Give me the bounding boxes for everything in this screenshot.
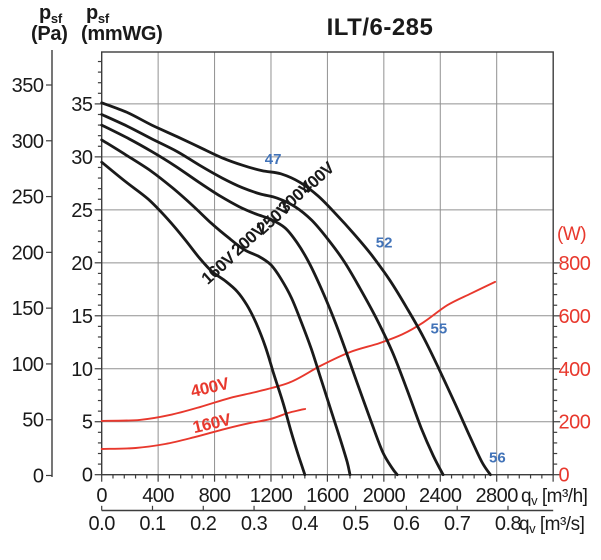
flow-m3h-tick-label: 2000: [363, 485, 406, 507]
mmwg-tick-label: 10: [71, 359, 93, 381]
pa-axis-header: psf: [39, 2, 63, 26]
pa-tick-label: 300: [12, 131, 44, 153]
flow-m3s-tick-label: 0.4: [292, 513, 319, 535]
flow-m3h-tick-label: 0: [96, 485, 107, 507]
pa-tick-label: 150: [12, 298, 44, 320]
flow-m3s-tick-label: 0.0: [89, 513, 116, 535]
flow-m3s-tick-label: 0.5: [342, 513, 369, 535]
fan-curve-400V: [100, 101, 492, 477]
power-curve-400V: [100, 280, 497, 422]
pa-tick-label: 250: [12, 187, 44, 209]
flow-axis-unit-m3s: qv [m³/s]: [519, 514, 584, 536]
flow-m3s-tick-label: 0.7: [444, 513, 471, 535]
pa-tick-label: 50: [22, 410, 44, 432]
flow-m3s-tick-label: 0.6: [393, 513, 420, 535]
axis-ticks: [46, 60, 561, 511]
pa-tick-label: 200: [12, 242, 44, 264]
watt-tick-label: 0: [559, 465, 570, 487]
axis-tick-labels: 0510152025303505010015020025030035002004…: [12, 75, 592, 535]
watt-tick-label: 400: [559, 359, 591, 381]
flow-m3h-tick-label: 800: [199, 485, 231, 507]
noise-level-label: 47: [265, 151, 282, 168]
power-curve-160V: [100, 408, 307, 450]
mmwg-tick-label: 15: [71, 306, 93, 328]
mmwg-tick-label: 35: [71, 94, 93, 116]
flow-m3s-tick-label: 0.2: [190, 513, 217, 535]
flow-m3h-tick-label: 1200: [250, 485, 293, 507]
fan-curve-250V: [100, 123, 399, 477]
mmwg-tick-label: 25: [71, 200, 93, 222]
pa-tick-label: 350: [12, 75, 44, 97]
flow-m3s-tick-label: 0.8: [495, 513, 522, 535]
watt-tick-label: 800: [559, 253, 591, 275]
mmwg-axis-unit: (mmWG): [81, 23, 163, 45]
mmwg-axis-header: psf: [86, 2, 110, 26]
mmwg-tick-label: 5: [82, 412, 93, 434]
mmwg-tick-label: 20: [71, 253, 93, 275]
noise-level-label: 56: [489, 450, 506, 467]
flow-m3s-tick-label: 0.1: [139, 513, 166, 535]
flow-m3h-tick-label: 2800: [475, 485, 518, 507]
watt-tick-label: 200: [559, 412, 591, 434]
watt-tick-label: 600: [559, 306, 591, 328]
fan-curve-200V: [100, 138, 352, 477]
flow-axis-unit-m3h: qv [m³/h]: [521, 486, 587, 508]
pa-tick-label: 100: [12, 354, 44, 376]
flow-m3h-tick-label: 1600: [306, 485, 349, 507]
flow-m3h-tick-label: 2400: [419, 485, 462, 507]
watt-axis-unit: (W): [557, 224, 586, 245]
pa-tick-label: 0: [33, 466, 44, 488]
pa-axis-unit: (Pa): [31, 23, 68, 45]
noise-level-label: 55: [431, 320, 448, 337]
flow-m3h-tick-label: 400: [142, 485, 174, 507]
curves: [100, 101, 497, 477]
mmwg-tick-label: 30: [71, 147, 93, 169]
chart-title: ILT/6-285: [327, 14, 434, 41]
fan-curve-300V: [100, 113, 445, 477]
mmwg-tick-label: 0: [82, 465, 93, 487]
noise-level-label: 52: [376, 235, 393, 252]
fan-curve-160V: [100, 160, 307, 477]
flow-m3s-tick-label: 0.3: [241, 513, 268, 535]
